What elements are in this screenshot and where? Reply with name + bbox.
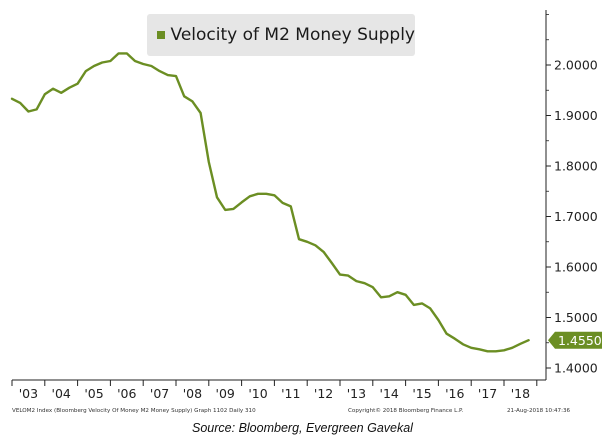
y-tick-label: 1.4000: [554, 361, 598, 376]
y-tick-label: 1.7000: [554, 209, 598, 224]
x-tick-label: '09: [216, 386, 235, 401]
series-line: [10, 52, 530, 353]
source-caption: Source: Bloomberg, Evergreen Gavekal: [192, 421, 413, 435]
footer-index-note: VELOM2 Index (Bloomberg Velocity Of Mone…: [12, 408, 256, 414]
y-tick-label: 1.8000: [554, 159, 598, 174]
y-tick-label: 1.9000: [554, 108, 598, 123]
x-tick-label: '10: [248, 386, 267, 401]
x-tick-label: '04: [52, 386, 71, 401]
x-tick-label: '15: [412, 386, 431, 401]
footer-copyright: Copyright© 2018 Bloomberg Finance L.P.: [348, 408, 464, 414]
y-tick-label: 1.5000: [554, 310, 598, 325]
legend-label: Velocity of M2 Money Supply: [170, 25, 415, 45]
x-tick-label: '18: [511, 386, 530, 401]
footer-timestamp: 21-Aug-2018 10:47:36: [507, 408, 571, 414]
x-tick-label: '14: [380, 386, 399, 401]
x-tick-label: '13: [347, 386, 366, 401]
x-tick-label: '11: [281, 386, 300, 401]
y-tick-label: 1.6000: [554, 260, 598, 275]
x-tick-label: '16: [445, 386, 464, 401]
y-tick-label: 2.0000: [554, 58, 598, 73]
legend: Velocity of M2 Money Supply: [147, 14, 415, 56]
last-value-badge: [548, 331, 602, 349]
x-tick-label: '08: [183, 386, 202, 401]
x-tick-label: '12: [314, 386, 333, 401]
x-tick-label: '17: [478, 386, 497, 401]
last-value-label: 1.4550: [558, 333, 602, 348]
x-tick-label: '05: [84, 386, 103, 401]
x-tick-label: '03: [19, 386, 38, 401]
x-tick-label: '06: [117, 386, 136, 401]
x-tick-label: '07: [150, 386, 169, 401]
legend-swatch: [157, 31, 165, 39]
